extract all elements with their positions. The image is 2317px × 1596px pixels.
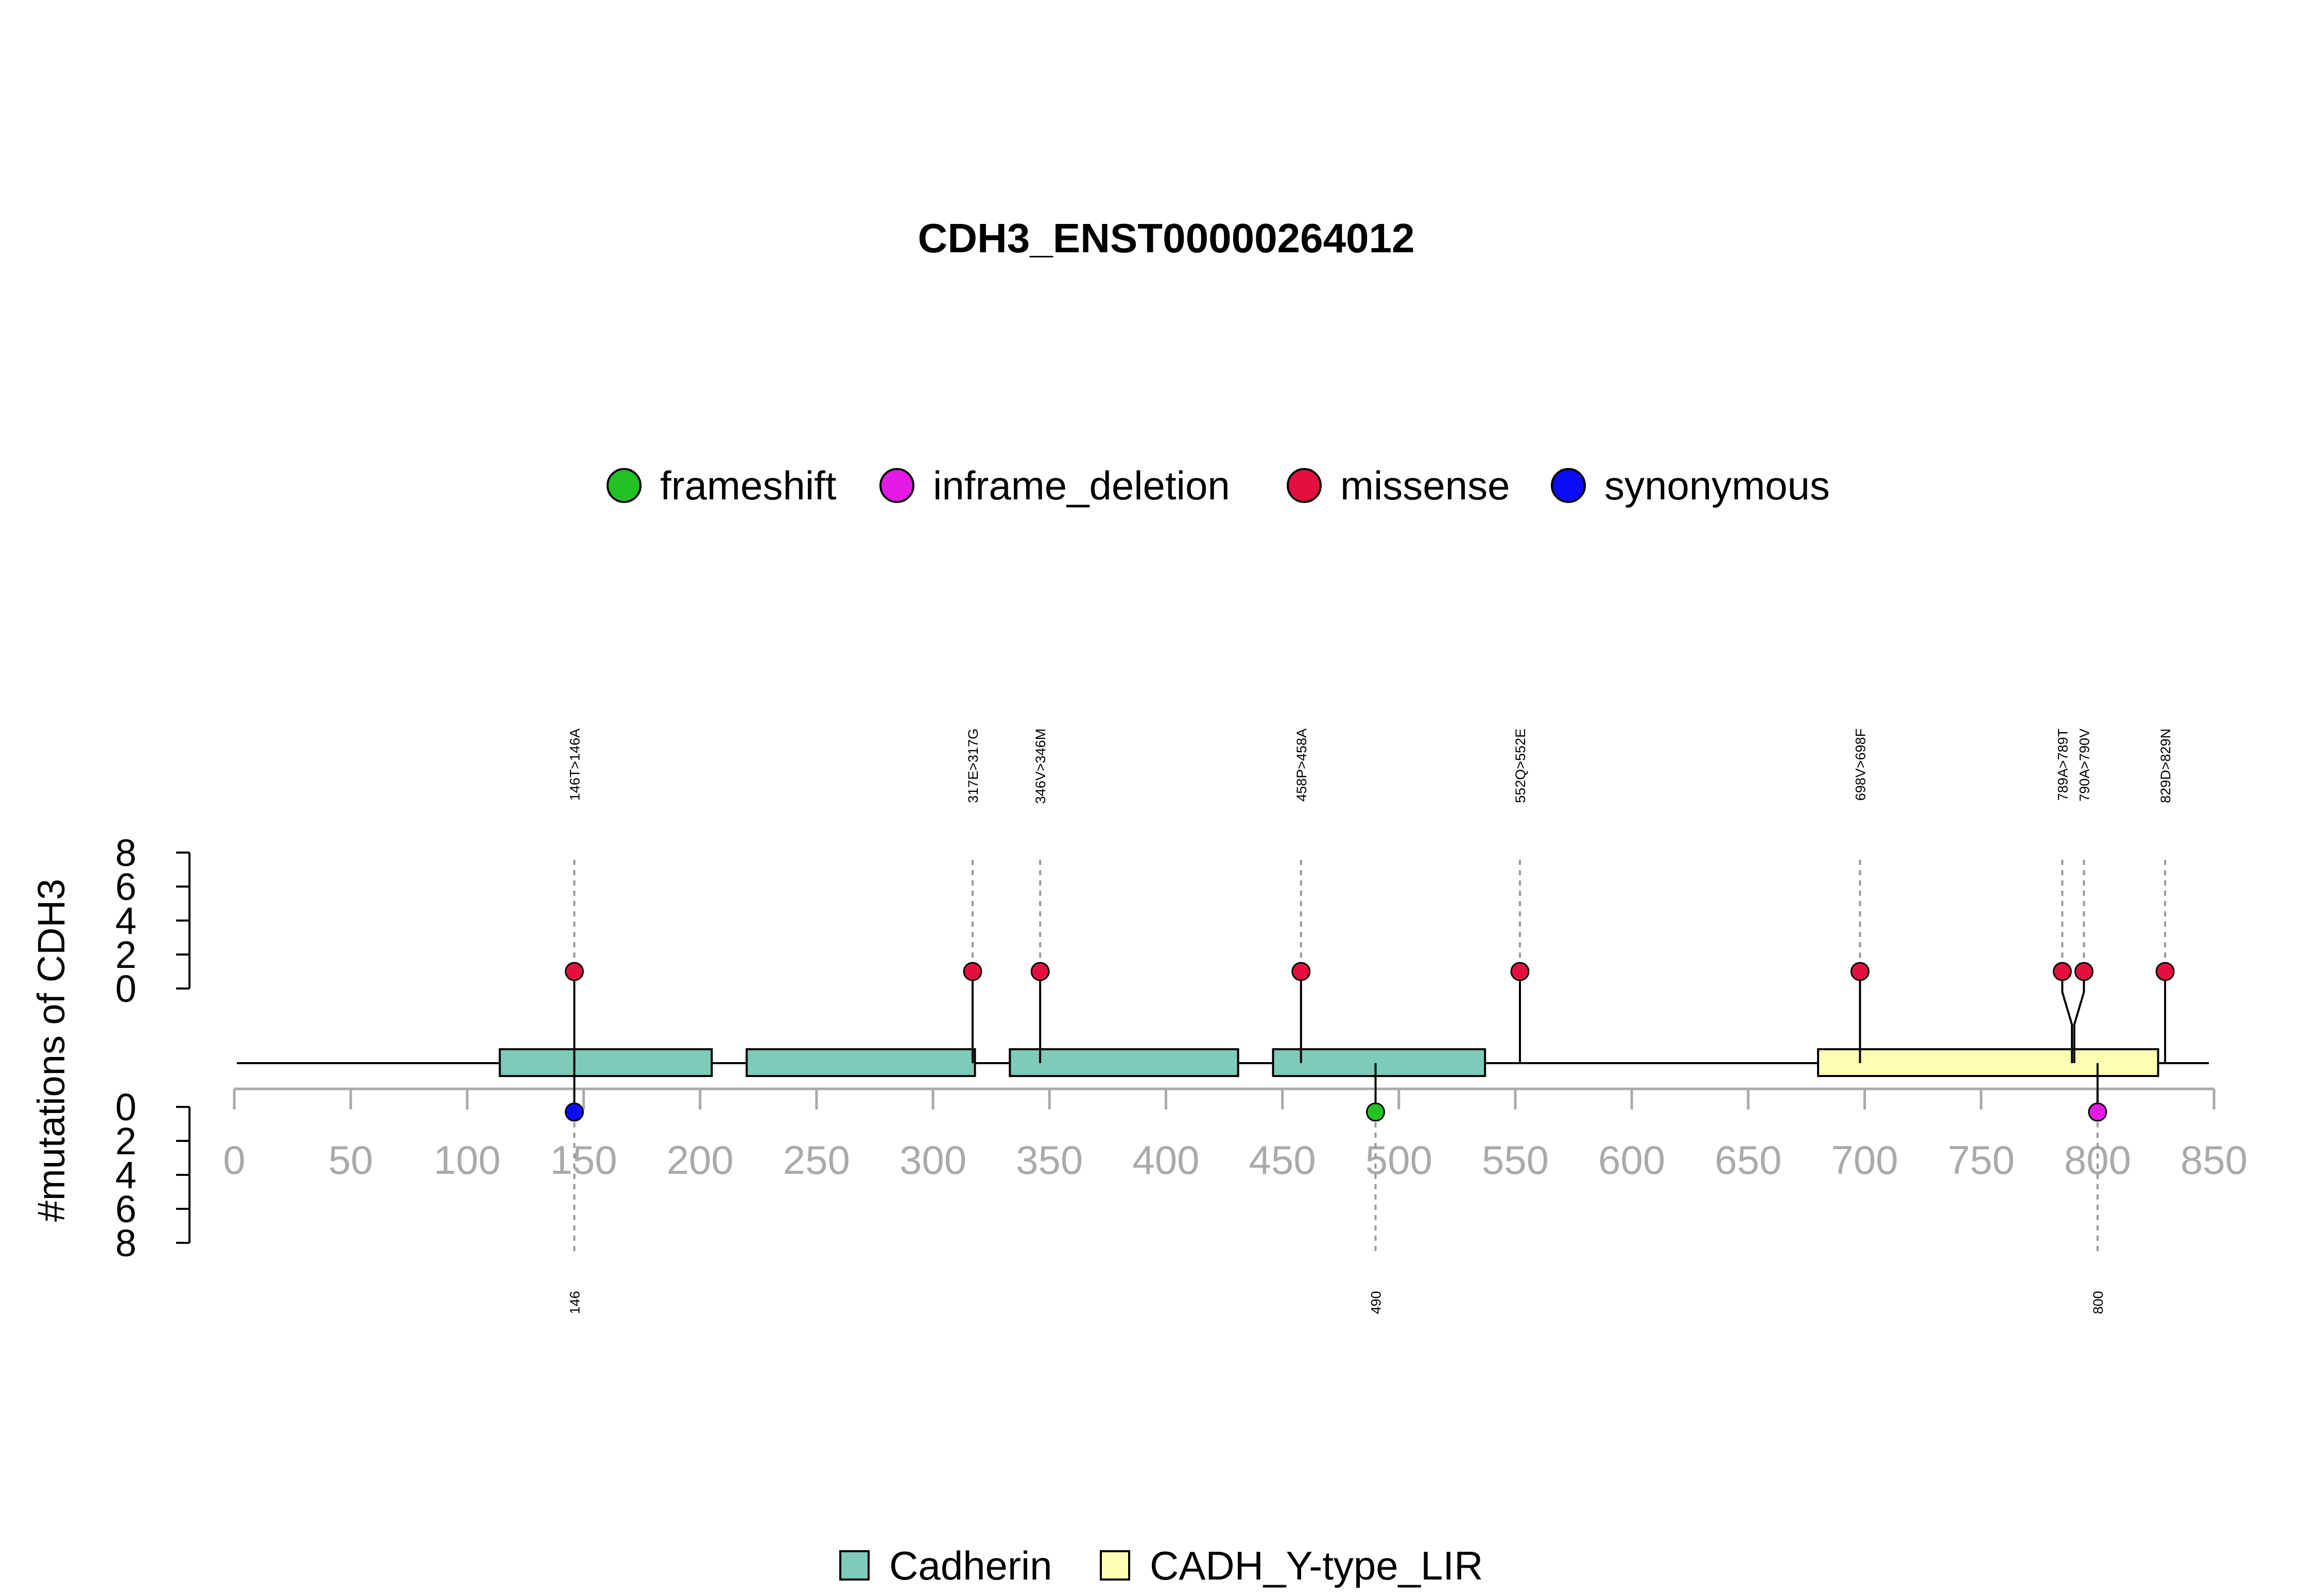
- domain-legend: Cadherin CADH_Y-type_LIR: [839, 1543, 1483, 1588]
- legend-label: synonymous: [1604, 463, 1830, 508]
- x-tick-label: 200: [667, 1137, 734, 1183]
- x-tick-label: 300: [900, 1137, 966, 1183]
- mutation-stem: [2073, 972, 2085, 1063]
- legend-label: CADH_Y-type_LIR: [1150, 1543, 1483, 1588]
- mutation-label: 458P>458A: [1294, 728, 1309, 802]
- legend-label: Cadherin: [889, 1543, 1052, 1588]
- x-tick-label: 700: [1831, 1137, 1898, 1183]
- top-y-tick-label: 8: [115, 831, 136, 874]
- mutation-label: 146T>146A: [567, 728, 582, 801]
- mutation-label: 146: [567, 1291, 582, 1314]
- top-y-tick-label: 4: [115, 899, 136, 942]
- mutation-point: [2155, 962, 2175, 981]
- mutation-point: [2088, 1102, 2107, 1122]
- mutation-label: 490: [1369, 1291, 1384, 1314]
- domain-box: [1009, 1048, 1239, 1077]
- mutation-stem: [2061, 972, 2073, 1063]
- x-axis: 0 50 100 150 200 250 300 350 400 450 500 550 600 650 7…: [223, 1087, 2247, 1183]
- legend-label: missense: [1340, 463, 1510, 508]
- x-tick-label: 350: [1016, 1137, 1083, 1183]
- legend-label: frameshift: [660, 463, 837, 508]
- domain-box: [1817, 1048, 2159, 1077]
- legend-item-domain: Cadherin: [839, 1543, 1052, 1588]
- legend-label: inframe_deletion: [933, 463, 1230, 508]
- mutation-label: 552Q>552E: [1513, 728, 1528, 803]
- x-tick-label: 400: [1132, 1137, 1199, 1183]
- legend-item-inframe_deletion: inframe_deletion: [879, 463, 1230, 508]
- legend-marker: [607, 468, 642, 503]
- mutation-point: [564, 1102, 584, 1122]
- y-axis-label: #mutations of CDH3: [30, 879, 73, 1222]
- mutation-point: [1366, 1102, 1386, 1122]
- x-tick-label: 650: [1715, 1137, 1782, 1183]
- bottom-y-tick-label: 8: [115, 1222, 136, 1264]
- x-tick-label: 250: [783, 1137, 850, 1183]
- bottom-y-tick-label: 0: [115, 1086, 136, 1129]
- mutation-point: [2074, 962, 2094, 981]
- legend-swatch: [839, 1550, 870, 1581]
- x-tick-label: 100: [434, 1137, 500, 1183]
- legend-item-domain: CADH_Y-type_LIR: [1100, 1543, 1483, 1588]
- x-tick-label: 0: [223, 1137, 245, 1183]
- x-tick-label: 550: [1482, 1137, 1549, 1183]
- mutation-label: 790A>790V: [2077, 728, 2092, 802]
- domain-box: [498, 1048, 713, 1077]
- legend-marker: [879, 468, 914, 503]
- mutation-label: 789A>789T: [2055, 728, 2070, 801]
- mutation-label: 698V>698F: [1853, 728, 1868, 801]
- mutation-point: [1510, 962, 1530, 981]
- x-tick-label: 750: [1948, 1137, 2015, 1183]
- x-tick-label: 50: [328, 1137, 373, 1183]
- mutation-point: [963, 962, 982, 981]
- chart-title: CDH3_ENST00000264012: [918, 215, 1414, 261]
- domain-box: [746, 1048, 976, 1077]
- mutation-label: 346V>346M: [1033, 728, 1048, 804]
- top-y-tick-label: 6: [115, 865, 136, 908]
- legend-marker: [1551, 468, 1586, 503]
- mutation-point: [1850, 962, 1870, 981]
- legend-item-synonymous: synonymous: [1551, 463, 1830, 508]
- bottom-y-tick-label: 2: [115, 1120, 136, 1163]
- legend-item-frameshift: frameshift: [607, 463, 837, 508]
- legend-item-missense: missense: [1287, 463, 1510, 508]
- legend-swatch: [1100, 1550, 1130, 1581]
- mutation-point: [2052, 962, 2072, 981]
- top-y-tick-label: 2: [115, 933, 136, 976]
- mutation-point: [1030, 962, 1050, 981]
- bottom-y-tick-label: 4: [115, 1154, 136, 1196]
- x-tick-label: 600: [1598, 1137, 1665, 1183]
- top-y-tick-label: 0: [115, 967, 136, 1010]
- x-tick-label: 450: [1249, 1137, 1316, 1183]
- mutation-point: [564, 962, 584, 981]
- mutation-label: 800: [2090, 1291, 2106, 1314]
- domain-box: [1272, 1048, 1486, 1077]
- mutation-label: 317E>317G: [965, 728, 981, 803]
- x-tick-label: 850: [2181, 1137, 2247, 1183]
- mutation-label: 829D>829N: [2158, 728, 2173, 803]
- mutation-type-legend: frameshift inframe_deletion missense synony…: [607, 463, 1830, 508]
- x-tick-label: 150: [550, 1137, 617, 1183]
- mutation-point: [1291, 962, 1311, 981]
- legend-marker: [1287, 468, 1322, 503]
- bottom-y-tick-label: 6: [115, 1188, 136, 1230]
